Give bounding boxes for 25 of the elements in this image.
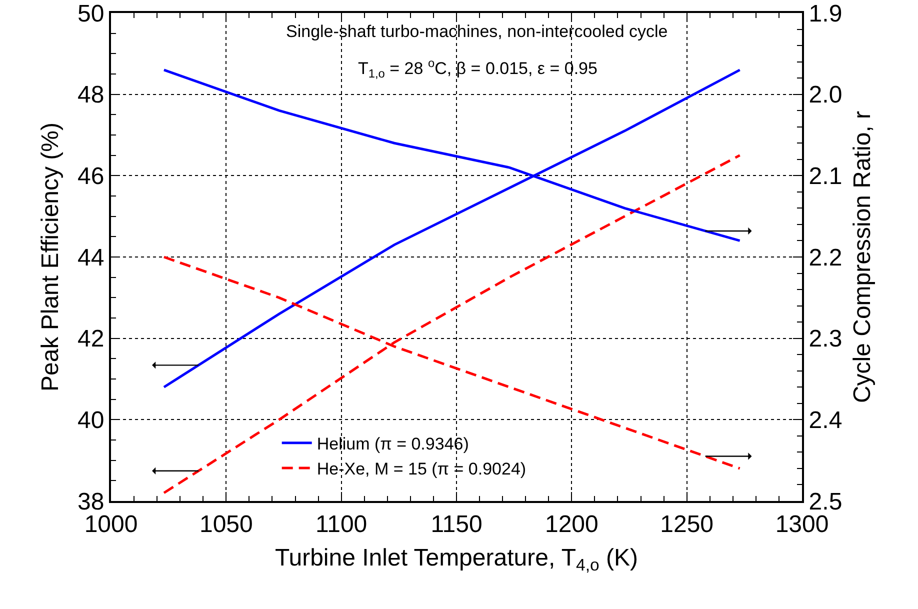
- x-tick-label: 1050: [199, 510, 253, 538]
- annotation: Single-shaft turbo-machines, non-intercooled cycle: [286, 22, 668, 41]
- y2-tick-label: 2.2: [808, 244, 842, 272]
- y2-tick-label: 2.4: [808, 407, 842, 434]
- x-axis-title: Turbine Inlet Temperature, T$_{4,o}$ (K): [274, 544, 638, 575]
- y-tick-label: 40: [77, 407, 104, 434]
- y2-tick-label: 2.0: [808, 82, 842, 109]
- line-series: [162, 154, 742, 494]
- y-tick-label: 50: [77, 0, 104, 28]
- x-tick-label: 1200: [544, 510, 598, 538]
- annotation: T$_{1,o}$ = 28 $^{o}$C, β = 0.015, ε = 0.95: [358, 56, 598, 81]
- y-tick-label: 42: [77, 326, 104, 353]
- y2-tick-label: 2.1: [808, 163, 842, 190]
- y2-tick-label: 2.3: [808, 326, 842, 353]
- y-tick-label: 48: [77, 82, 104, 109]
- y-tick-label: 46: [77, 163, 104, 190]
- y2-tick-label: 1.9: [808, 0, 842, 28]
- legend-label: Helium (π = 0.9346): [316, 434, 469, 454]
- y2-axis-title: Cycle Compression Ratio, r: [848, 110, 876, 404]
- y-tick-label: 44: [77, 244, 104, 272]
- x-tick-label: 1250: [660, 510, 714, 538]
- x-tick-label: 1100: [316, 510, 368, 538]
- y-axis-title: Peak Plant Efficiency (%): [37, 122, 64, 392]
- x-tick-label: 1150: [430, 510, 482, 538]
- legend-label: He-Xe, M = 15 (π = 0.9024): [316, 460, 526, 479]
